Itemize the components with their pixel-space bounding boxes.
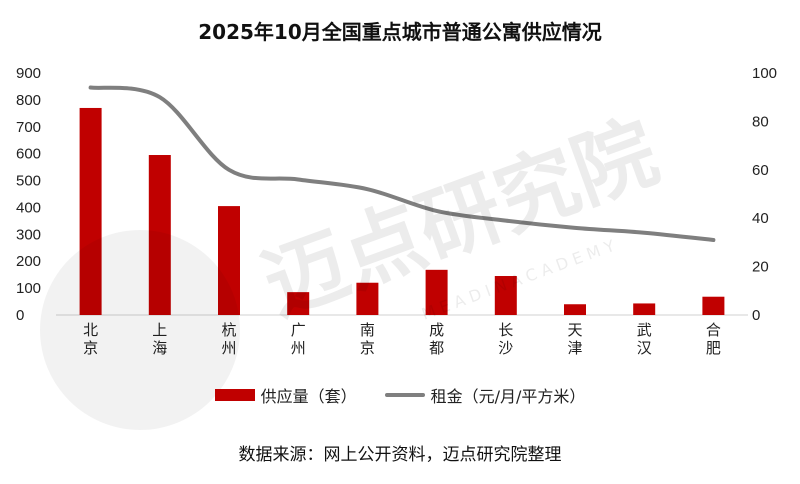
x-tick-label: 合肥 <box>706 321 721 357</box>
x-tick-label: 天津 <box>567 321 582 357</box>
legend-line-swatch <box>384 393 425 397</box>
bar <box>287 292 310 315</box>
y-left-tick-label: 800 <box>16 92 41 109</box>
y-right-tick-label: 80 <box>752 113 769 130</box>
x-tick-label: 北京 <box>83 321 98 357</box>
y-right-tick-label: 0 <box>752 307 760 324</box>
bar <box>564 304 586 315</box>
y-left-tick-label: 900 <box>16 65 41 82</box>
x-tick-label: 武汉 <box>637 321 652 357</box>
y-right-tick-label: 60 <box>752 162 769 179</box>
legend-line-label: 租金（元/月/平方米） <box>430 387 586 406</box>
y-left-tick-label: 100 <box>16 280 41 297</box>
rent-line <box>88 85 716 242</box>
bar <box>494 276 517 315</box>
source-note: 数据来源：网上公开资料，迈点研究院整理 <box>238 445 562 465</box>
legend-item-line: 租金（元/月/平方米） <box>384 383 586 407</box>
x-tick-label: 广州 <box>291 321 306 357</box>
x-tick-label: 杭州 <box>221 321 236 357</box>
legend-bar-swatch <box>214 389 255 401</box>
y-left-tick-label: 600 <box>16 146 41 163</box>
bar <box>218 206 240 315</box>
bar <box>79 107 102 315</box>
x-tick-label: 成都 <box>429 321 444 357</box>
bar <box>702 296 725 315</box>
bar <box>148 155 171 315</box>
y-left-tick-label: 0 <box>16 307 24 324</box>
x-tick-label: 南京 <box>360 321 375 357</box>
chart-title: 2025年10月全国重点城市普通公寓供应情况 <box>198 20 602 44</box>
bar <box>425 269 448 315</box>
y-left-tick-label: 200 <box>16 253 41 270</box>
y-left-tick-label: 500 <box>16 173 41 190</box>
y-left-tick-label: 700 <box>16 119 41 136</box>
legend-item-bar: 供应量（套） <box>214 383 357 407</box>
x-tick-label: 长沙 <box>498 321 513 357</box>
y-left-tick-label: 300 <box>16 226 41 243</box>
bar <box>356 282 379 315</box>
y-right-tick-label: 100 <box>752 65 777 82</box>
x-tick-label: 上海 <box>152 321 167 357</box>
y-right-tick-label: 20 <box>752 259 769 276</box>
y-left-tick-label: 400 <box>16 199 41 216</box>
y-right-tick-label: 40 <box>752 210 769 227</box>
legend-bar-label: 供应量（套） <box>260 387 357 406</box>
legend: 供应量（套） 租金（元/月/平方米） <box>0 383 800 407</box>
bar <box>633 303 656 315</box>
